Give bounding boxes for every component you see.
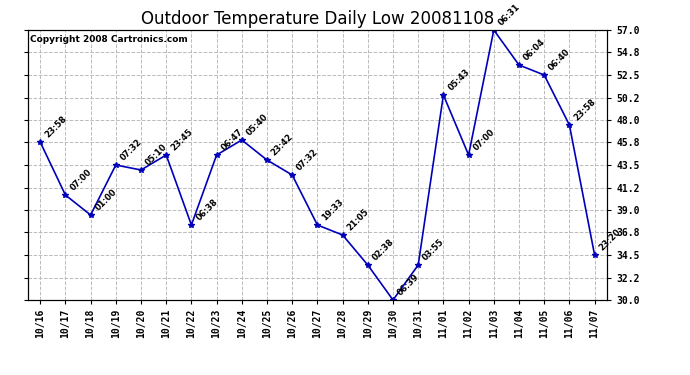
- Text: 06:47: 06:47: [219, 127, 244, 152]
- Text: 07:32: 07:32: [119, 137, 144, 162]
- Text: 21:05: 21:05: [346, 207, 371, 232]
- Text: Copyright 2008 Cartronics.com: Copyright 2008 Cartronics.com: [30, 35, 188, 44]
- Text: 03:55: 03:55: [421, 237, 446, 262]
- Text: 06:38: 06:38: [194, 197, 219, 222]
- Text: 23:58: 23:58: [572, 97, 598, 122]
- Text: 02:38: 02:38: [371, 237, 395, 262]
- Text: 23:45: 23:45: [169, 127, 195, 152]
- Text: 06:04: 06:04: [522, 37, 547, 62]
- Text: 05:43: 05:43: [446, 67, 471, 92]
- Title: Outdoor Temperature Daily Low 20081108: Outdoor Temperature Daily Low 20081108: [141, 10, 494, 28]
- Text: 23:42: 23:42: [270, 132, 295, 157]
- Text: 06:39: 06:39: [396, 272, 421, 297]
- Text: 23:20: 23:20: [598, 227, 622, 252]
- Text: 07:32: 07:32: [295, 147, 320, 172]
- Text: 19:33: 19:33: [320, 197, 345, 222]
- Text: 06:40: 06:40: [547, 47, 572, 72]
- Text: 05:10: 05:10: [144, 142, 169, 167]
- Text: 01:00: 01:00: [93, 187, 119, 212]
- Text: 07:00: 07:00: [471, 127, 496, 152]
- Text: 23:58: 23:58: [43, 114, 68, 139]
- Text: 06:31: 06:31: [497, 2, 522, 27]
- Text: 07:00: 07:00: [68, 167, 93, 192]
- Text: 05:40: 05:40: [244, 112, 270, 137]
